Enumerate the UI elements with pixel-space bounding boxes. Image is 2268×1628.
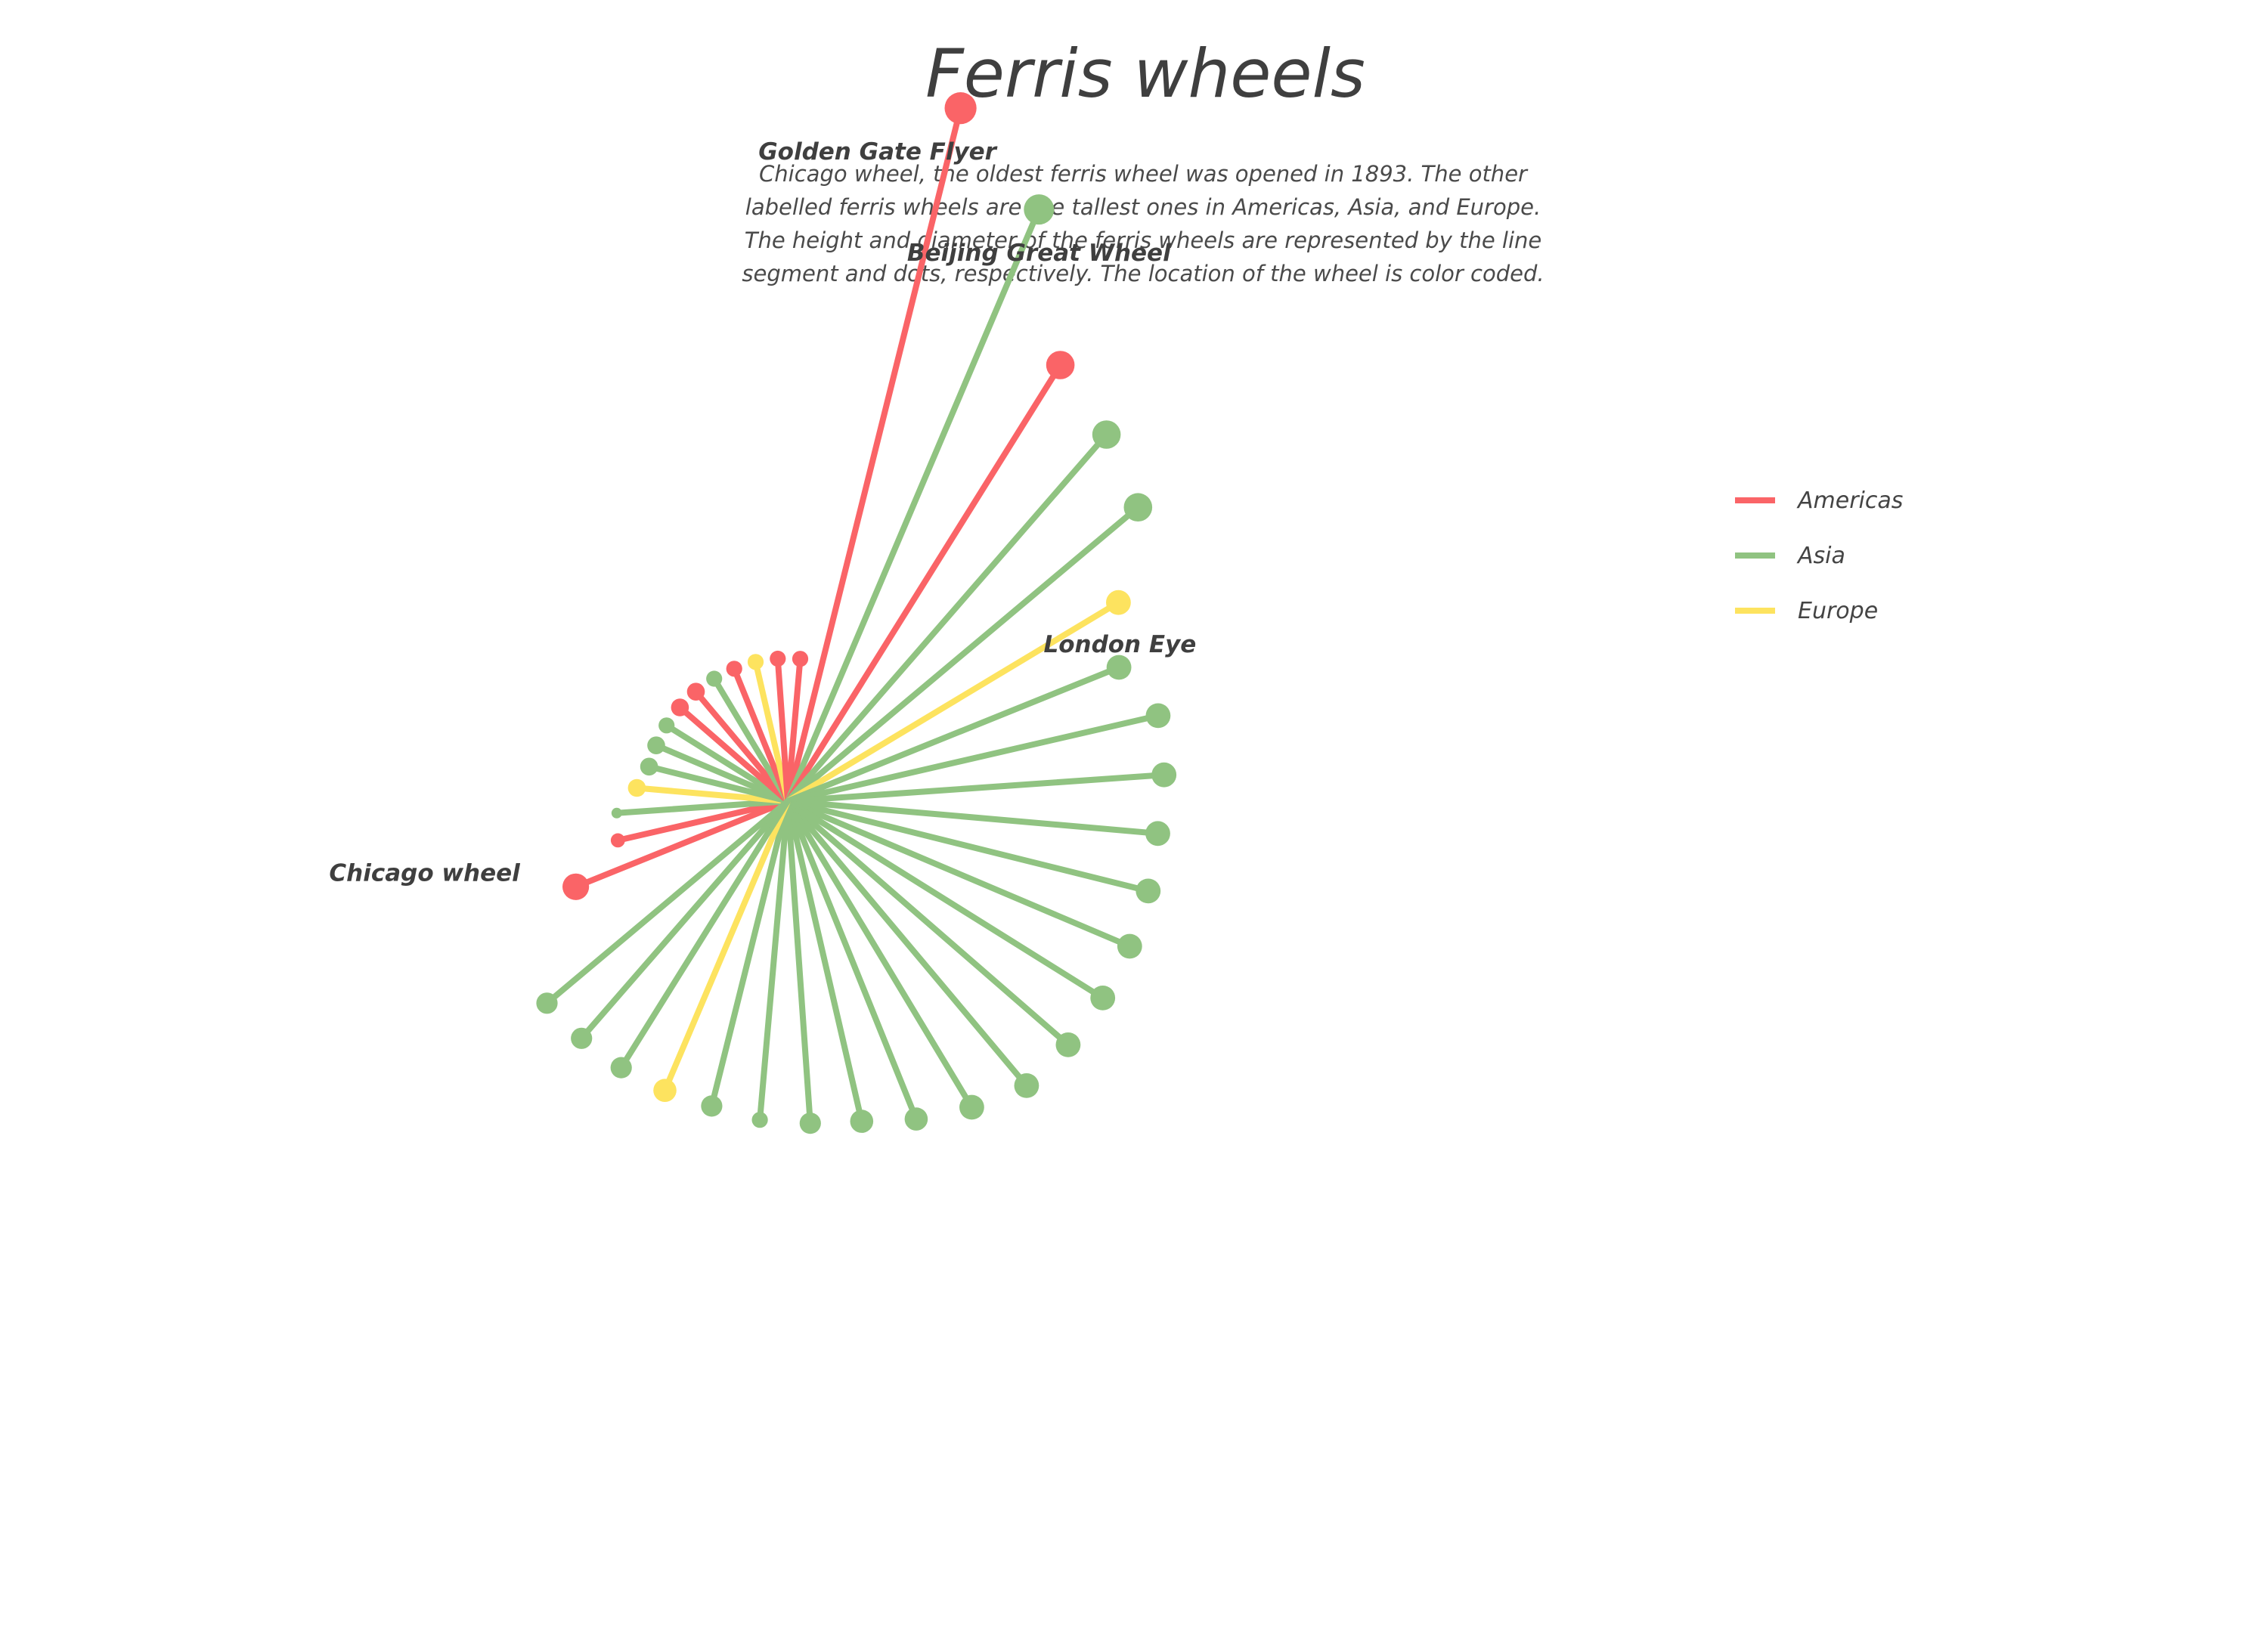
- spoke-asia: [613, 798, 791, 816]
- spoke-americas: [615, 798, 791, 843]
- wheel-dot-asia: [1092, 420, 1121, 449]
- spoke-asia: [618, 798, 791, 1071]
- spoke-asia: [785, 504, 1142, 804]
- wheel-dot-asia: [904, 1107, 928, 1131]
- spoke-asia: [785, 798, 1106, 1001]
- wheel-dot-asia: [647, 736, 665, 754]
- wheel-dot-asia: [706, 670, 723, 687]
- spoke-europe: [785, 599, 1122, 804]
- spoke-asia: [785, 772, 1167, 804]
- spoke-asia: [785, 798, 1151, 894]
- spoke-americas: [677, 704, 791, 804]
- wheel-dot-americas: [671, 698, 689, 717]
- wheel-dot-americas: [770, 650, 786, 667]
- wheel-dot-asia: [658, 717, 675, 734]
- spoke-asia: [578, 798, 791, 1041]
- spoke-europe: [752, 658, 791, 804]
- spoke-asia: [663, 722, 791, 804]
- wheel-dot-asia: [1055, 1032, 1081, 1057]
- wheel-dot-americas: [792, 651, 809, 667]
- legend-label-europe: Europe: [1798, 598, 1878, 624]
- chart-subtitle: Chicago wheel, the oldest ferris wheel w…: [742, 161, 1544, 286]
- wheel-dot-asia: [1106, 655, 1132, 680]
- wheel-dot-asia: [1123, 493, 1153, 522]
- wheel-dot-asia: [536, 992, 558, 1014]
- spoke-asia: [785, 798, 1133, 949]
- annotation-label: Beijing Great Wheel: [907, 240, 1171, 267]
- spoke-americas: [785, 655, 804, 804]
- wheel-dot-asia: [1117, 933, 1142, 959]
- subtitle-line: labelled ferris wheels are the tallest o…: [745, 194, 1541, 220]
- wheel-dot-asia: [1090, 986, 1116, 1011]
- wheel-dot-americas: [944, 92, 977, 125]
- wheel-dot-americas: [1046, 351, 1075, 379]
- spoke-asia: [785, 712, 1161, 804]
- wheel-dot-asia: [799, 1113, 821, 1134]
- wheel-dot-asia: [640, 757, 658, 776]
- annotation-label: London Eye: [1043, 631, 1196, 658]
- wheel-dot-asia: [1145, 821, 1170, 846]
- spoke-asia: [785, 664, 1123, 804]
- subtitle-line: segment and dots, respectively. The loca…: [742, 261, 1544, 286]
- annotation-label: Chicago wheel: [329, 859, 520, 887]
- wheel-dot-asia: [611, 807, 622, 819]
- spoke-americas: [785, 105, 964, 804]
- spoke-americas: [692, 689, 791, 804]
- spoke-asia: [785, 798, 919, 1122]
- spoke-asia: [711, 676, 791, 804]
- dots-group: [536, 92, 1177, 1134]
- spoke-asia: [785, 206, 1043, 804]
- wheel-dot-asia: [1151, 762, 1177, 788]
- wheel-dot-americas: [726, 661, 742, 677]
- wheel-dot-asia: [751, 1112, 768, 1128]
- spokes-group: [544, 105, 1167, 1127]
- legend-label-asia: Asia: [1796, 543, 1845, 569]
- spoke-americas: [572, 798, 791, 890]
- wheel-dot-americas: [562, 873, 590, 900]
- annotations-group: Chicago wheel Golden Gate Flyer Beijing Gr…: [329, 138, 1196, 887]
- spoke-europe: [662, 798, 791, 1094]
- chart-title: Ferris wheels: [925, 35, 1365, 113]
- spoke-americas: [774, 655, 791, 804]
- wheel-dot-asia: [959, 1094, 984, 1120]
- wheel-dot-asia: [850, 1110, 874, 1133]
- spoke-asia: [757, 798, 791, 1123]
- wheel-dot-europe: [747, 654, 764, 670]
- wheel-dot-asia: [1024, 194, 1055, 225]
- legend-label-americas: Americas: [1796, 487, 1903, 514]
- spoke-asia: [544, 798, 791, 1007]
- wheel-dot-europe: [653, 1079, 677, 1102]
- spoke-asia: [785, 798, 813, 1127]
- spoke-asia: [785, 432, 1110, 804]
- wheel-dot-europe: [627, 778, 646, 797]
- spoke-asia: [708, 798, 791, 1110]
- spoke-asia: [653, 742, 791, 804]
- spoke-americas: [731, 665, 791, 804]
- wheel-dot-asia: [571, 1027, 593, 1049]
- spoke-asia: [785, 798, 975, 1110]
- spoke-asia: [785, 798, 1030, 1089]
- legend: Americas Asia Europe: [1735, 487, 1903, 624]
- spoke-asia: [785, 798, 1071, 1048]
- subtitle-line: Chicago wheel, the oldest ferris wheel w…: [759, 161, 1529, 187]
- wheel-dot-asia: [1136, 878, 1161, 904]
- wheel-dot-americas: [610, 833, 625, 848]
- spoke-asia: [785, 798, 865, 1125]
- spoke-americas: [785, 362, 1064, 804]
- spoke-asia: [646, 763, 791, 804]
- wheel-dot-europe: [1106, 590, 1131, 615]
- subtitle-line: The height and diameter of the ferris wh…: [745, 227, 1542, 253]
- wheel-dot-americas: [686, 682, 705, 701]
- wheel-dot-asia: [701, 1095, 723, 1117]
- wheel-dot-asia: [1014, 1073, 1040, 1098]
- annotation-label: Golden Gate Flyer: [758, 138, 997, 166]
- wheel-dot-asia: [610, 1057, 632, 1079]
- wheel-dot-asia: [1145, 703, 1171, 729]
- spoke-europe: [634, 785, 791, 804]
- spoke-asia: [785, 798, 1161, 837]
